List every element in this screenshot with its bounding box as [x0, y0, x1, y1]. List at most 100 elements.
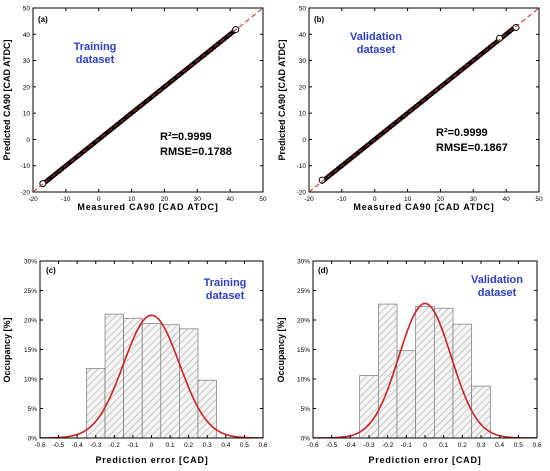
scatter-point — [400, 114, 406, 120]
x-tick-label: 50 — [259, 196, 267, 203]
x-tick-label: 0.1 — [439, 442, 448, 449]
y-tick-label: 50 — [299, 6, 307, 13]
histogram-bar — [141, 323, 162, 438]
scatter-point — [127, 111, 133, 117]
scatter-point — [59, 166, 65, 172]
scatter-point — [490, 42, 496, 47]
y-tick-label: -10 — [297, 163, 307, 170]
scatter-point — [471, 57, 477, 63]
x-tick-label: 0.3 — [476, 442, 485, 449]
scatter-point — [72, 155, 78, 161]
scatter-point — [192, 60, 198, 66]
x-tick-label: 0.1 — [166, 442, 175, 449]
x-tick-label: -0.2 — [109, 442, 121, 449]
x-tick-label: 0 — [373, 196, 377, 203]
scatter-point — [452, 73, 458, 78]
x-axis-title: Measured CA90 [CAD ATDC] — [353, 202, 494, 212]
scatter-point — [98, 135, 104, 140]
scatter-point — [211, 44, 217, 50]
histogram-bar — [123, 317, 143, 438]
scatter-point — [224, 34, 230, 40]
y-tick-label: -20 — [21, 190, 31, 197]
y-tick-label: 10% — [297, 377, 310, 384]
scatter-point — [458, 67, 464, 73]
scatter-point — [429, 91, 435, 97]
panel-label: (c) — [46, 266, 56, 275]
x-tick-label: 30 — [194, 196, 202, 203]
y-tick-label: 30% — [297, 259, 310, 266]
scatter-point — [166, 80, 172, 86]
panel-label: (a) — [38, 15, 48, 24]
histogram-bar — [415, 306, 435, 438]
scatter-point — [374, 135, 380, 140]
x-tick-label: -10 — [337, 196, 347, 203]
panel-label: (d) — [318, 266, 329, 275]
y-tick-label: 15% — [297, 347, 310, 354]
scatter-point — [332, 168, 338, 174]
scatter-point — [352, 153, 357, 159]
x-tick-label: 0 — [423, 442, 427, 449]
scatter-point — [147, 96, 152, 102]
scatter-point — [455, 70, 461, 76]
scatter-point — [121, 117, 127, 122]
scatter-point — [101, 132, 107, 138]
scatter-point — [345, 158, 351, 164]
scatter-point — [63, 163, 68, 169]
y-tick-label: 0% — [28, 436, 38, 443]
y-tick-label: 30 — [23, 58, 31, 65]
plot-frame — [32, 7, 264, 193]
x-tick-label: -0.5 — [53, 442, 65, 449]
scatter-point — [361, 145, 367, 151]
x-tick-label: 0 — [150, 442, 154, 449]
histogram-bar — [197, 379, 217, 438]
scatter-point — [205, 49, 211, 55]
scatter-point — [221, 36, 227, 42]
y-tick-label: 0 — [302, 137, 306, 144]
y-tick-label: 20% — [24, 318, 37, 325]
scatter-point — [413, 104, 419, 109]
x-axis-title: Prediction error [CAD] — [368, 455, 481, 465]
scatter-point — [406, 109, 412, 115]
y-tick-label: 15% — [24, 347, 37, 354]
x-tick-label: -0.4 — [345, 442, 357, 449]
scatter-point — [124, 114, 130, 120]
x-tick-label: 0.2 — [458, 442, 467, 449]
scatter-point — [468, 60, 474, 65]
x-tick-label: 40 — [227, 196, 235, 203]
dataset-callout-line2: dataset — [357, 44, 396, 56]
scatter-point — [371, 137, 377, 143]
scatter-point — [56, 168, 62, 174]
y-tick-label: 40 — [23, 32, 31, 39]
x-tick-label: -10 — [61, 196, 71, 203]
y-tick-label: 50 — [23, 6, 31, 13]
scatter-point — [381, 129, 386, 135]
scatter-point — [134, 106, 139, 112]
x-axis-title: Prediction error [CAD] — [95, 455, 208, 465]
y-tick-label: 20% — [297, 318, 310, 325]
scatter-point — [478, 52, 483, 58]
x-tick-label: 10 — [404, 196, 412, 203]
y-tick-label: 0% — [301, 436, 311, 443]
scatter-point — [111, 124, 117, 130]
x-tick-label: -0.2 — [382, 442, 394, 449]
x-tick-label: 40 — [503, 196, 511, 203]
scatter-point — [82, 148, 88, 153]
scatter-point — [436, 86, 441, 91]
histogram-bar — [104, 313, 124, 438]
scatter-point — [465, 62, 470, 68]
x-tick-label: 0.6 — [532, 442, 541, 449]
dataset-callout-line2: dataset — [76, 54, 115, 66]
dataset-callout-line1: Validation — [350, 31, 402, 43]
scatter-point — [364, 142, 370, 148]
dataset-callout-line1: Validation — [471, 274, 523, 286]
x-tick-label: 0.6 — [258, 442, 267, 449]
scatter-point — [50, 173, 55, 179]
scatter-point — [202, 52, 207, 58]
scatter-point — [329, 171, 335, 177]
y-tick-label: 30% — [24, 259, 37, 266]
x-tick-label: 20 — [437, 196, 445, 203]
reference-line — [309, 8, 539, 192]
